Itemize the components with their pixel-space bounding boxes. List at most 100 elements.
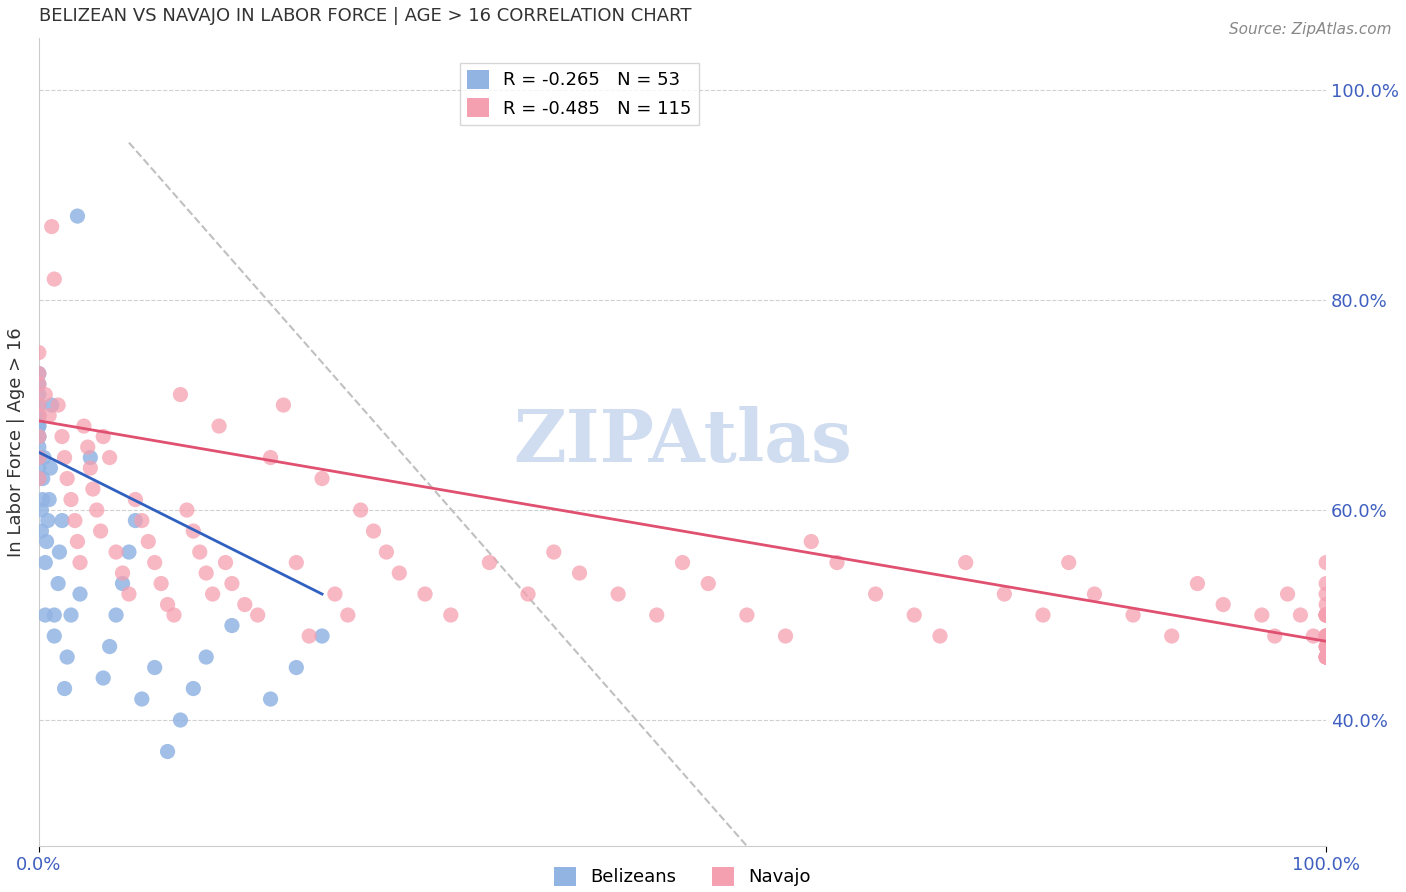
Point: [478, 556, 501, 570]
Point: [735, 608, 758, 623]
Point: [28, 429, 51, 443]
Point: [1160, 629, 1182, 643]
Point: [30, 503, 52, 517]
Point: [413, 587, 436, 601]
Point: [31, 492, 53, 507]
Point: [169, 713, 191, 727]
Point: [388, 566, 411, 580]
Point: [111, 576, 134, 591]
Point: [136, 534, 159, 549]
Point: [51, 429, 73, 443]
Point: [34, 387, 56, 401]
Point: [28, 471, 51, 485]
Point: [993, 587, 1015, 601]
Point: [105, 545, 128, 559]
Point: [131, 692, 153, 706]
Point: [181, 524, 204, 538]
Point: [1315, 640, 1337, 654]
Point: [82, 482, 104, 496]
Point: [35, 534, 58, 549]
Point: [28, 377, 51, 392]
Point: [1315, 576, 1337, 591]
Point: [375, 545, 398, 559]
Point: [285, 556, 308, 570]
Point: [31, 471, 53, 485]
Point: [76, 440, 98, 454]
Point: [79, 450, 101, 465]
Point: [195, 566, 218, 580]
Point: [169, 387, 191, 401]
Text: Source: ZipAtlas.com: Source: ZipAtlas.com: [1229, 22, 1392, 37]
Point: [124, 514, 146, 528]
Point: [53, 450, 76, 465]
Point: [221, 576, 243, 591]
Point: [56, 650, 79, 665]
Point: [28, 429, 51, 443]
Point: [28, 450, 51, 465]
Point: [1122, 608, 1144, 623]
Point: [98, 450, 121, 465]
Point: [41, 398, 63, 412]
Point: [124, 492, 146, 507]
Point: [350, 503, 373, 517]
Point: [246, 608, 269, 623]
Point: [1289, 608, 1312, 623]
Point: [517, 587, 540, 601]
Point: [671, 556, 693, 570]
Point: [800, 534, 823, 549]
Point: [1277, 587, 1299, 601]
Point: [48, 545, 70, 559]
Point: [1315, 629, 1337, 643]
Point: [645, 608, 668, 623]
Point: [208, 419, 231, 434]
Point: [28, 398, 51, 412]
Point: [60, 492, 83, 507]
Text: BELIZEAN VS NAVAJO IN LABOR FORCE | AGE > 16 CORRELATION CHART: BELIZEAN VS NAVAJO IN LABOR FORCE | AGE …: [39, 7, 692, 25]
Point: [1212, 598, 1234, 612]
Point: [28, 409, 51, 423]
Point: [195, 650, 218, 665]
Point: [181, 681, 204, 696]
Point: [56, 471, 79, 485]
Point: [201, 587, 224, 601]
Point: [28, 367, 51, 381]
Point: [28, 409, 51, 423]
Point: [91, 671, 114, 685]
Point: [28, 409, 51, 423]
Point: [156, 745, 179, 759]
Point: [28, 429, 51, 443]
Point: [1315, 587, 1337, 601]
Point: [1057, 556, 1080, 570]
Point: [259, 450, 281, 465]
Point: [105, 608, 128, 623]
Point: [336, 608, 359, 623]
Point: [143, 660, 166, 674]
Point: [1315, 650, 1337, 665]
Point: [111, 566, 134, 580]
Point: [1315, 629, 1337, 643]
Point: [1264, 629, 1286, 643]
Point: [1315, 640, 1337, 654]
Point: [1315, 629, 1337, 643]
Point: [1315, 608, 1337, 623]
Point: [1315, 650, 1337, 665]
Point: [46, 398, 69, 412]
Text: ZIPAtlas: ZIPAtlas: [513, 407, 852, 477]
Point: [273, 398, 295, 412]
Point: [903, 608, 925, 623]
Point: [607, 587, 630, 601]
Point: [1315, 640, 1337, 654]
Point: [37, 514, 59, 528]
Point: [46, 576, 69, 591]
Point: [28, 419, 51, 434]
Point: [363, 524, 385, 538]
Point: [38, 492, 60, 507]
Point: [1315, 556, 1337, 570]
Point: [1315, 650, 1337, 665]
Point: [34, 556, 56, 570]
Point: [1302, 629, 1324, 643]
Point: [221, 618, 243, 632]
Point: [34, 608, 56, 623]
Point: [568, 566, 591, 580]
Point: [1315, 608, 1337, 623]
